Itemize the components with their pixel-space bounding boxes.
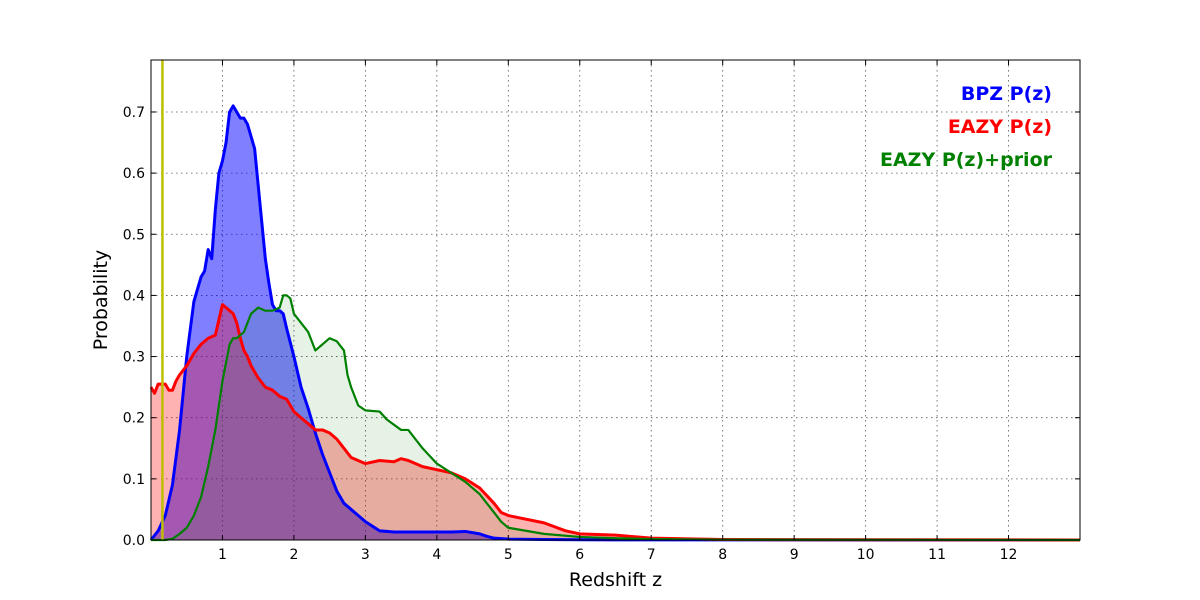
series-line-1 — [149, 303, 1081, 542]
x-tick-label: 11 — [928, 547, 946, 563]
plot-frame — [150, 59, 1081, 541]
x-tick-label: 1 — [218, 547, 227, 563]
legend-entry-eazy: EAZY P(z) — [948, 116, 1052, 138]
x-tick-label: 2 — [289, 547, 298, 563]
x-tick-label: 3 — [361, 547, 370, 563]
grid — [151, 60, 1080, 540]
x-tick-label: 8 — [718, 547, 727, 563]
x-tick-label: 6 — [575, 547, 584, 563]
series-lines — [149, 104, 1081, 542]
series-fill-1 — [151, 304, 1080, 540]
y-tick-label: 0.1 — [123, 472, 145, 488]
axis-tick-labels: 1 2 3 4 5 6 7 8 9 10 11 120.00.10.20.30.40.50.60.7 — [123, 105, 1018, 563]
series-fills — [151, 105, 1080, 541]
x-tick-label: 12 — [1000, 547, 1018, 563]
legend-entry-bpz: BPZ P(z) — [961, 83, 1052, 105]
legend-entry-eazy-prior: EAZY P(z)+prior — [880, 149, 1053, 171]
y-tick-label: 0.2 — [123, 411, 145, 427]
x-tick-label: 7 — [647, 547, 656, 563]
x-tick-label: 5 — [504, 547, 513, 563]
y-tick-label: 0.6 — [123, 166, 145, 182]
y-tick-label: 0.3 — [123, 350, 145, 366]
y-tick-label: 0.7 — [123, 105, 145, 121]
series-fill-2 — [151, 295, 1080, 540]
axis-ticks — [151, 60, 1080, 541]
series-line-2 — [151, 294, 1081, 542]
y-tick-label: 0.0 — [123, 533, 145, 549]
y-axis-label: Probability — [90, 250, 112, 350]
series-fill-0 — [151, 105, 1080, 541]
y-tick-label: 0.4 — [123, 288, 145, 304]
x-tick-label: 9 — [790, 547, 799, 563]
x-tick-label: 4 — [432, 547, 441, 563]
series-line-0 — [149, 104, 1081, 542]
x-axis-label: Redshift z — [569, 569, 662, 591]
y-tick-label: 0.5 — [123, 227, 145, 243]
legend: BPZ P(z) EAZY P(z) EAZY P(z)+prior — [880, 83, 1053, 171]
x-tick-label: 10 — [857, 547, 875, 563]
